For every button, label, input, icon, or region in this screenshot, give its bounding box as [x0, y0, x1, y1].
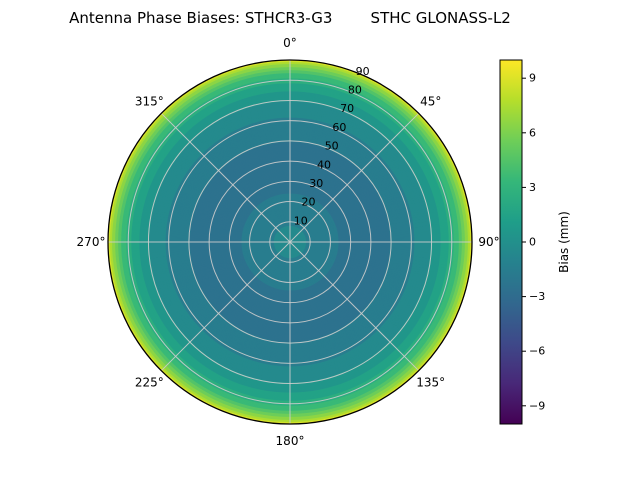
polar-grid — [108, 60, 472, 424]
colorbar-tick-label: −6 — [529, 345, 545, 358]
angular-tick-label: 225° — [135, 376, 164, 390]
radial-tick-label: 50 — [325, 140, 339, 153]
angular-tick-label: 0° — [283, 36, 297, 50]
angular-tick-label: 315° — [135, 94, 164, 108]
colorbar-tick-label: 6 — [529, 126, 536, 139]
colorbar-tick-label: −3 — [529, 290, 545, 303]
chart-title: Antenna Phase Biases: STHCR3-G3 STHC GLO… — [69, 9, 511, 27]
radial-tick-label: 20 — [301, 196, 315, 209]
angular-tick-label: 135° — [416, 376, 445, 390]
colorbar-tick-label: 9 — [529, 72, 536, 85]
angular-tick-label: 270° — [77, 235, 106, 249]
radial-tick-label: 40 — [317, 158, 331, 171]
polar-outline — [107, 59, 473, 425]
colorbar-tick-label: 3 — [529, 181, 536, 194]
colorbar-axis-label: Bias (mm) — [557, 211, 571, 273]
colorbar-ticks: 9 6 3 0 −3 −6 −9 — [522, 72, 545, 412]
angular-tick-label: 45° — [420, 94, 441, 108]
angular-tick-label: 180° — [276, 434, 305, 448]
colorbar — [499, 59, 523, 425]
angular-tick-labels: 0° 45° 90° 135° 180° 225° 270° 315° — [77, 36, 500, 448]
colorbar-tick-label: −9 — [529, 399, 545, 412]
radial-tick-label: 60 — [332, 121, 346, 134]
angular-tick-label: 90° — [478, 235, 499, 249]
radial-tick-label: 30 — [309, 177, 323, 190]
radial-tick-label: 90 — [356, 65, 370, 78]
radial-tick-label: 10 — [294, 214, 308, 227]
colorbar-tick-label: 0 — [529, 236, 536, 249]
radial-tick-labels: 10 20 30 40 50 60 70 80 90 — [294, 65, 370, 227]
radial-tick-label: 70 — [340, 102, 354, 115]
radial-tick-label: 80 — [348, 84, 362, 97]
